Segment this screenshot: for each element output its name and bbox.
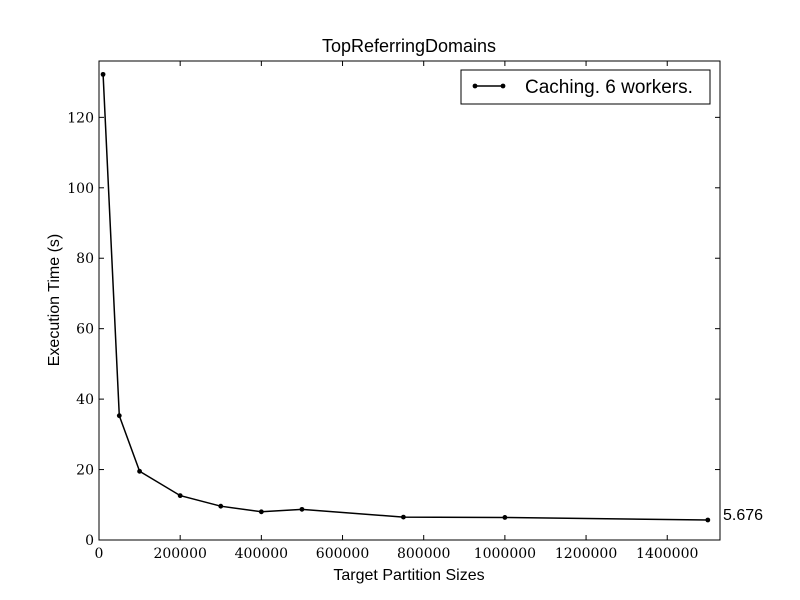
- series-layer: [100, 71, 711, 523]
- y-tick-label: 20: [76, 463, 94, 479]
- y-tick-label: 40: [76, 392, 94, 408]
- data-point: [258, 509, 264, 515]
- x-tick-label: 1400000: [636, 546, 698, 562]
- data-point: [137, 468, 142, 474]
- data-point: [218, 503, 224, 509]
- x-tick-label: 600000: [316, 546, 369, 562]
- data-point: [401, 514, 406, 520]
- y-axis-label: Execution Time (s): [46, 234, 63, 366]
- y-tick-label: 60: [76, 322, 94, 338]
- series-line: [102, 74, 708, 521]
- legend: Caching. 6 workers.: [460, 69, 711, 105]
- y-tick-label: 120: [67, 110, 94, 126]
- legend-marker-right: [500, 83, 506, 89]
- legend-label: Caching. 6 workers.: [525, 77, 693, 98]
- y-tick-label: 100: [67, 181, 94, 197]
- x-tick-label: 800000: [397, 546, 450, 562]
- data-point: [299, 506, 305, 512]
- data-point: [705, 517, 711, 523]
- x-tick-label: 400000: [235, 546, 288, 562]
- x-tick-label: 0: [95, 546, 104, 562]
- y-axis: 0 20 40 60 80 100 120: [67, 110, 720, 549]
- x-axis: 0 200000 400000 600000 800000 1000000 1200000 1…: [95, 61, 698, 562]
- plot-frame: [98, 60, 721, 541]
- end-value-annotation: 5.676: [723, 507, 763, 524]
- data-point: [100, 71, 106, 77]
- x-tick-label: 1000000: [474, 546, 536, 562]
- data-point: [177, 493, 183, 499]
- data-point: [116, 413, 122, 419]
- x-tick-label: 200000: [153, 546, 206, 562]
- x-axis-label: Target Partition Sizes: [333, 567, 484, 584]
- x-tick-label: 1200000: [555, 546, 617, 562]
- data-point: [502, 515, 508, 520]
- y-tick-label: 80: [76, 251, 94, 267]
- y-tick-label: 0: [85, 533, 94, 549]
- chart-title: TopReferringDomains: [322, 36, 496, 56]
- legend-marker-left: [472, 83, 478, 89]
